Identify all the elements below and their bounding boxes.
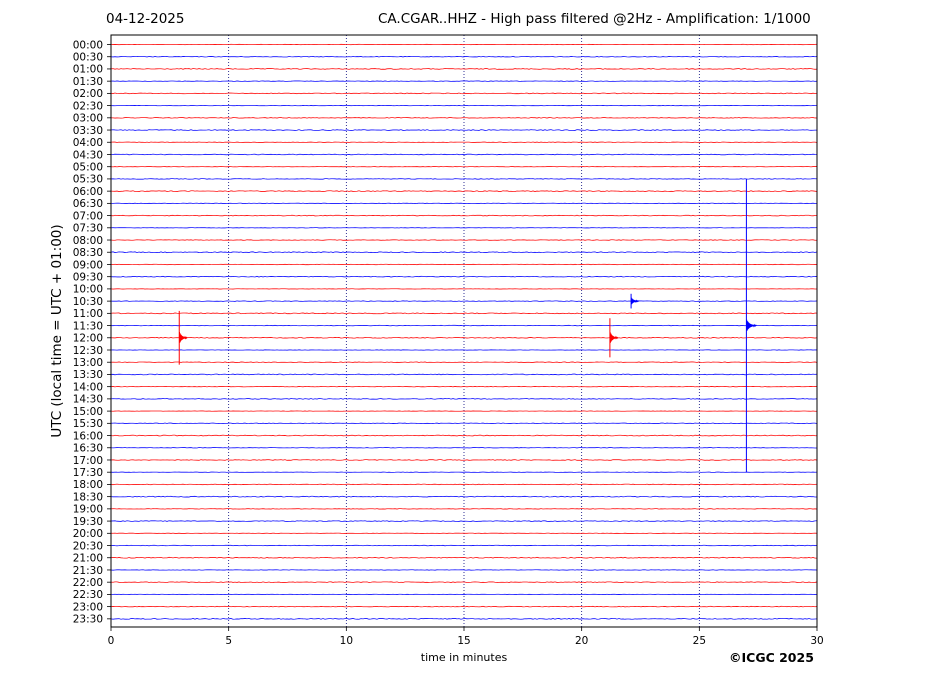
x-tick-label: 5 — [225, 635, 232, 647]
y-tick-label: 19:00 — [73, 504, 103, 516]
y-tick-label: 18:30 — [73, 491, 103, 503]
trace-row — [110, 312, 818, 315]
y-tick-label: 10:30 — [73, 296, 103, 308]
y-tick-label: 15:30 — [73, 418, 103, 430]
y-tick-label: 03:30 — [73, 125, 103, 137]
y-tick-label: 13:00 — [73, 357, 103, 369]
event-coda — [609, 332, 619, 343]
trace-row — [110, 337, 818, 339]
y-tick-label: 04:30 — [73, 149, 103, 161]
y-tick-label: 17:30 — [73, 467, 103, 479]
y-tick-label: 08:30 — [73, 247, 103, 259]
trace-row — [110, 618, 818, 620]
trace-row — [110, 422, 818, 425]
x-axis-label: time in minutes — [420, 651, 508, 664]
y-tick-label: 13:30 — [73, 369, 103, 381]
y-tick-label: 03:00 — [73, 113, 103, 125]
seismic-event — [178, 310, 188, 365]
y-tick-label: 09:00 — [73, 259, 103, 271]
y-tick-label: 11:00 — [73, 308, 103, 320]
trace-row — [110, 129, 818, 131]
x-tick-label: 10 — [340, 635, 353, 647]
trace-row — [110, 68, 818, 70]
plot-frame — [110, 34, 818, 628]
trace-row — [110, 483, 818, 486]
y-tick-label: 20:30 — [73, 540, 103, 552]
y-tick-label: 04:00 — [73, 137, 103, 149]
trace-row — [110, 92, 818, 95]
y-tick-label: 07:30 — [73, 223, 103, 235]
y-tick-label: 01:30 — [73, 76, 103, 88]
trace-row — [110, 239, 818, 241]
trace-row — [110, 459, 818, 461]
trace-row — [110, 361, 818, 363]
y-tick-label: 09:30 — [73, 271, 103, 283]
y-tick-label: 06:00 — [73, 186, 103, 198]
x-tick-label: 30 — [810, 635, 823, 647]
header-date: 04-12-2025 — [106, 11, 185, 27]
y-tick-label: 23:30 — [73, 614, 103, 626]
y-tick-label: 10:00 — [73, 284, 103, 296]
trace-row — [110, 178, 818, 180]
y-tick-label: 20:00 — [73, 528, 103, 540]
y-tick-label: 18:00 — [73, 479, 103, 491]
trace-row — [110, 117, 818, 119]
y-tick-label: 05:30 — [73, 174, 103, 186]
y-tick-label: 02:00 — [73, 88, 103, 100]
y-tick-label: 16:00 — [73, 430, 103, 442]
y-tick-label: 00:00 — [73, 39, 103, 51]
x-tick-label: 15 — [457, 635, 470, 647]
trace-row — [110, 190, 818, 192]
y-tick-label: 00:30 — [73, 52, 103, 64]
seismic-event — [745, 178, 757, 473]
y-tick-label: 12:00 — [73, 333, 103, 345]
y-tick-label: 15:00 — [73, 406, 103, 418]
y-tick-label: 06:30 — [73, 198, 103, 210]
y-tick-label: 11:30 — [73, 320, 103, 332]
y-tick-label: 08:00 — [73, 235, 103, 247]
y-tick-label: 21:00 — [73, 553, 103, 565]
y-tick-label: 14:30 — [73, 394, 103, 406]
trace-row — [110, 275, 818, 278]
trace-row — [110, 495, 818, 498]
y-tick-label: 22:00 — [73, 577, 103, 589]
x-tick-label: 0 — [108, 635, 115, 647]
y-tick-label: 02:30 — [73, 100, 103, 112]
trace-row — [110, 581, 818, 583]
event-coda — [630, 297, 640, 305]
trace-row — [110, 373, 818, 376]
header-title: CA.CGAR..HHZ - High pass filtered @2Hz -… — [378, 11, 811, 27]
trace-row — [110, 251, 818, 254]
y-tick-label: 14:00 — [73, 381, 103, 393]
trace-row — [110, 605, 818, 608]
y-tick-label: 17:00 — [73, 455, 103, 467]
trace-row — [110, 434, 817, 437]
seismic-event — [630, 293, 640, 309]
copyright-credit: ©ICGC 2025 — [729, 650, 814, 665]
y-tick-label: 01:00 — [73, 64, 103, 76]
trace-row — [110, 520, 818, 522]
event-coda — [178, 332, 188, 343]
y-tick-label: 12:30 — [73, 345, 103, 357]
trace-row — [110, 398, 818, 400]
y-tick-label: 19:30 — [73, 516, 103, 528]
x-tick-label: 25 — [693, 635, 706, 647]
y-tick-label: 23:00 — [73, 601, 103, 613]
y-tick-label: 21:30 — [73, 565, 103, 577]
trace-row — [110, 56, 818, 58]
trace-row — [110, 153, 818, 156]
trace-row — [110, 300, 818, 302]
seismic-event — [609, 318, 619, 358]
event-coda — [746, 319, 757, 331]
trace-row — [110, 214, 818, 217]
trace-row — [110, 556, 818, 559]
y-tick-label: 07:00 — [73, 210, 103, 222]
x-tick-label: 20 — [575, 635, 588, 647]
trace-row — [110, 544, 818, 547]
y-tick-label: 05:00 — [73, 162, 103, 174]
y-tick-label: 22:30 — [73, 589, 103, 601]
y-tick-label: 16:30 — [73, 443, 103, 455]
